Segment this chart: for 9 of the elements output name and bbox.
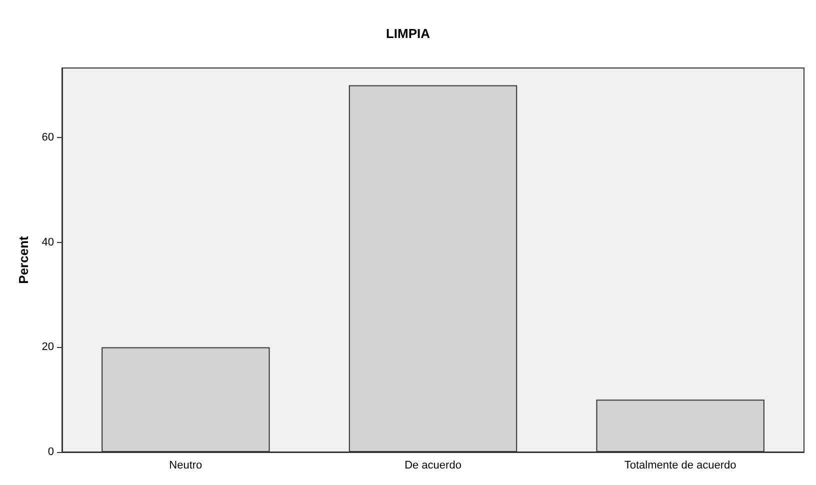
y-tick-label: 40 [42,236,54,248]
x-tick-label: Totalmente de acuerdo [624,460,736,472]
chart-title: LIMPIA [386,26,431,41]
y-tick-label: 60 [42,132,54,144]
y-tick-label: 0 [48,446,54,458]
x-tick-label: De acuerdo [404,460,462,472]
y-axis-title: Percent [16,235,31,284]
x-tick-label: Neutro [169,460,202,472]
y-tick-label: 20 [42,341,54,354]
